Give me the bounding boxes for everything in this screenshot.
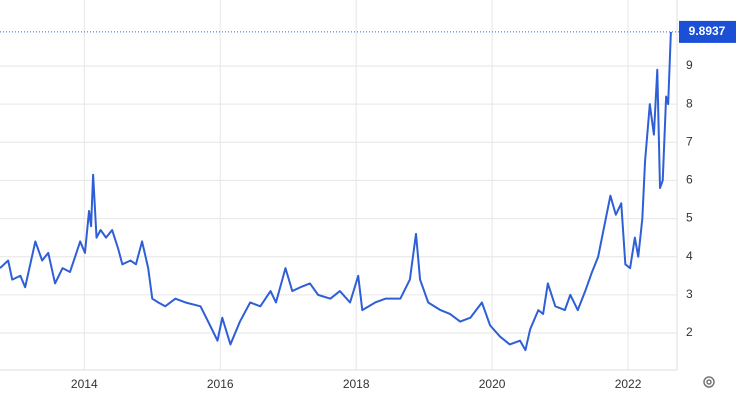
y-tick-label: 3 bbox=[686, 287, 693, 301]
y-tick-label: 7 bbox=[686, 134, 693, 148]
x-tick-label: 2016 bbox=[207, 377, 234, 391]
plot bbox=[0, 31, 672, 352]
last-value-box bbox=[679, 20, 736, 43]
y-tick-label: 4 bbox=[686, 249, 693, 263]
settings-icon[interactable] bbox=[703, 376, 715, 388]
grid bbox=[0, 0, 677, 370]
y-tick-label: 2 bbox=[686, 325, 693, 339]
y-tick-label: 8 bbox=[686, 96, 693, 110]
y-tick-label: 9 bbox=[686, 58, 693, 72]
x-tick-label: 2014 bbox=[71, 377, 98, 391]
line-series bbox=[0, 31, 672, 352]
x-tick-label: 2022 bbox=[615, 377, 642, 391]
x-tick-label: 2018 bbox=[343, 377, 370, 391]
last-value-label: 9.8937 bbox=[689, 24, 726, 38]
x-tick-label: 2020 bbox=[479, 377, 506, 391]
y-tick-label: 5 bbox=[686, 211, 693, 225]
y-tick-label: 6 bbox=[686, 173, 693, 187]
